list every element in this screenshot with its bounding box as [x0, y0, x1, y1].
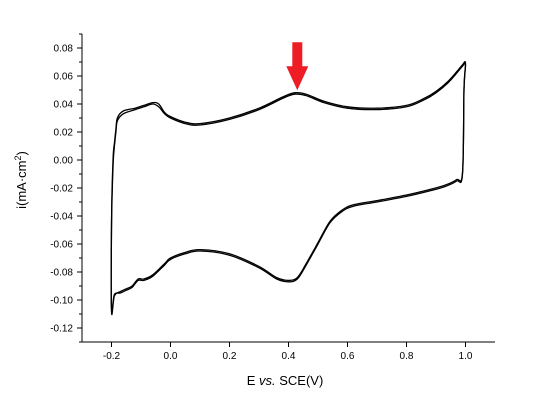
x-tick-label: 0.0 [164, 351, 178, 362]
tick-labels: -0.2 0.0 0.2 0.4 0.6 0.8 1.0 0.08 0.06 0.04 0.02 0.… [50, 44, 473, 363]
y-tick-label: -0.12 [50, 324, 73, 335]
cv-cycle-1 [110, 62, 467, 312]
x-axis-title-italic: vs. [259, 373, 276, 388]
y-axis-title: i(mA·cm2) [13, 151, 29, 209]
y-tick-label: 0.04 [54, 100, 74, 111]
x-axis-title-post: SCE(V) [276, 373, 324, 388]
y-axis-title-sup: 2 [13, 155, 23, 160]
y-tick-label: 0.06 [54, 72, 74, 83]
y-tick-label: 0.08 [54, 44, 74, 55]
y-tick-label: -0.08 [50, 268, 73, 279]
x-tick-label: 0.2 [223, 351, 237, 362]
peak-arrow-icon [286, 42, 309, 91]
x-tick-label: 0.8 [400, 351, 414, 362]
y-tick-label: -0.10 [50, 296, 73, 307]
y-tick-label: -0.04 [50, 212, 73, 223]
y-axis-title-mid: ·cm [14, 160, 29, 182]
series-lines [110, 61, 467, 316]
y-tick-label: 0.00 [54, 156, 74, 167]
y-axis-title-pre: i(mA [14, 182, 29, 209]
x-tick-label: 1.0 [459, 351, 473, 362]
y-axis-title-post: ) [14, 151, 29, 155]
annotations [286, 42, 309, 91]
tick-marks [77, 33, 466, 347]
x-tick-label: 0.4 [282, 351, 296, 362]
y-tick-label: 0.02 [54, 128, 74, 139]
x-tick-label: 0.6 [341, 351, 355, 362]
cv-cycle-2 [110, 61, 467, 316]
x-axis-title-pre: E [247, 373, 259, 388]
x-tick-label: -0.2 [103, 351, 121, 362]
y-tick-label: -0.06 [50, 240, 73, 251]
y-tick-label: -0.02 [50, 184, 73, 195]
x-axis-title: E vs. SCE(V) [247, 373, 324, 388]
